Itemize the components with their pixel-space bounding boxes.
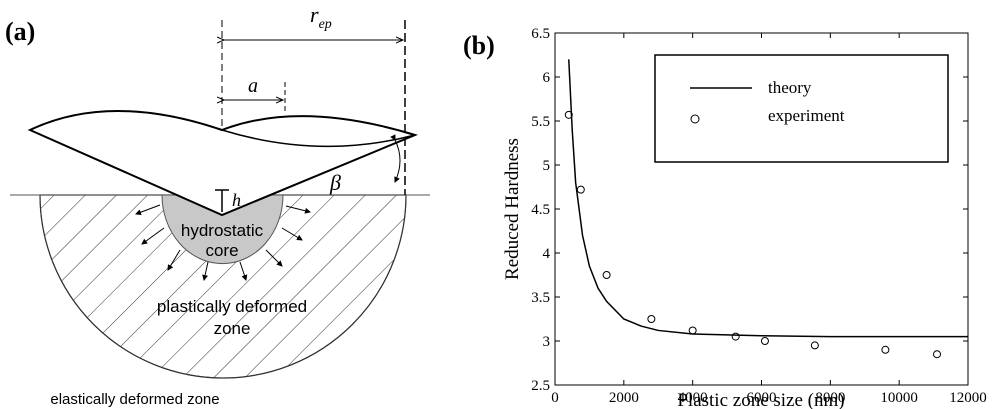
y-tick-label: 6.5	[531, 26, 550, 42]
data-point	[576, 185, 585, 194]
legend-label: theory	[768, 78, 812, 97]
diagram: (a) rep a h β hydrostatic core plastical…	[5, 2, 430, 408]
core-label: core	[205, 241, 238, 260]
panel-label: (b)	[463, 31, 495, 60]
rep-sub: ep	[319, 17, 332, 32]
y-tick-label: 4.5	[531, 202, 550, 218]
y-tick-label: 2.5	[531, 378, 550, 394]
legend-label: experiment	[768, 106, 845, 125]
plastic-label: plastically deformed	[157, 297, 307, 316]
y-tick-label: 5	[543, 158, 551, 174]
data-point	[647, 315, 656, 323]
data-point	[688, 326, 697, 335]
y-tick-label: 5.5	[531, 114, 550, 130]
elastic-boundary	[39, 194, 407, 379]
y-axis-label: Reduced Hardness	[502, 138, 523, 280]
y-tick-label: 3.5	[531, 290, 550, 306]
data-point	[602, 271, 611, 279]
a-label: a	[248, 75, 258, 97]
beta-arc	[390, 134, 401, 183]
x-tick-label: 4000	[678, 390, 708, 406]
x-tick-label: 10000	[880, 390, 918, 406]
rep-label: rep	[310, 2, 332, 32]
theory-line	[568, 59, 968, 338]
data-point	[564, 110, 573, 119]
x-tick-label: 0	[551, 390, 559, 406]
x-tick-label: 12000	[949, 390, 987, 406]
core-label: hydrostatic	[181, 221, 264, 240]
chart: (b) Plastic zone size (nm) Reduced Hardn…	[463, 26, 987, 409]
data-point	[731, 332, 740, 341]
hydrostatic-core	[161, 194, 284, 265]
plot-area	[564, 59, 968, 359]
x-axis-label: Plastic zone size (nm)	[677, 390, 844, 409]
y-tick-label: 6	[543, 70, 551, 86]
x-tick-label: 6000	[747, 390, 777, 406]
legend-box	[654, 54, 949, 163]
data-point	[760, 337, 769, 345]
rep-main: r	[310, 2, 319, 27]
x-tick-label: 8000	[815, 390, 845, 406]
pressure-arrows	[135, 204, 311, 281]
data-point	[810, 341, 819, 350]
panel-label: (a)	[5, 17, 35, 46]
x-tick-label: 2000	[609, 390, 639, 406]
h-label: h	[232, 190, 241, 210]
legend-marker	[690, 114, 700, 124]
elastic-label: elastically deformed zone	[50, 391, 219, 408]
y-tick-label: 3	[543, 334, 551, 350]
data-point	[933, 350, 942, 359]
legend: theory experiment	[654, 54, 949, 163]
beta-label: β	[329, 170, 341, 195]
y-tick-label: 4	[543, 246, 551, 262]
data-point	[881, 345, 890, 354]
plastic-label: zone	[214, 319, 251, 338]
